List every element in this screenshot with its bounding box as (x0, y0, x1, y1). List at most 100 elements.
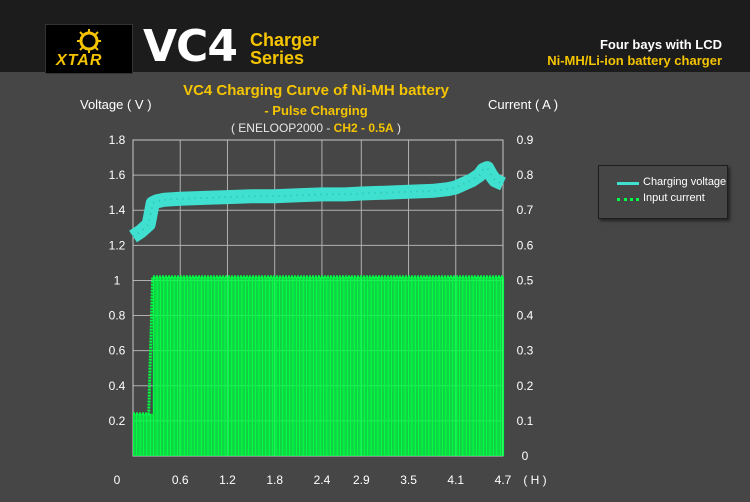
current-pulse (356, 276, 359, 456)
x-tick-label: 0.6 (172, 473, 189, 487)
legend-label-current: Input current (643, 192, 705, 204)
chart-title: VC4 Charging Curve of Ni-MH battery (183, 82, 449, 99)
tagline-1: Four bays with LCD (599, 37, 722, 52)
current-pulse (402, 276, 404, 456)
model-name: VC4 (143, 21, 238, 72)
current-pulse (230, 276, 232, 456)
current-pulse (233, 276, 235, 456)
current-pulse (341, 276, 343, 456)
current-pulse (188, 276, 190, 456)
current-pulse (424, 276, 427, 456)
current-pulse (220, 276, 223, 456)
current-pulse (448, 276, 451, 456)
series-line-2: Series (250, 48, 305, 68)
current-pulse (396, 276, 398, 456)
current-pulse (467, 276, 469, 456)
current-pulse (420, 276, 422, 456)
current-pulse (382, 276, 384, 456)
voltage-line (129, 161, 506, 243)
current-pulse (256, 276, 258, 456)
current-pulse (495, 276, 497, 456)
current-pulse (288, 276, 291, 456)
current-pulse (196, 276, 198, 456)
current-pulse (144, 413, 146, 456)
current-pulse (269, 276, 271, 456)
current-pulse (205, 276, 207, 456)
current-pulse (184, 276, 186, 456)
current-pulse (243, 276, 245, 456)
current-pulse (229, 276, 231, 456)
current-pulse (240, 276, 242, 456)
current-pulse (446, 276, 448, 456)
y-left-tick-label: 0.4 (109, 379, 126, 393)
current-pulse (181, 276, 183, 456)
current-pulse (322, 276, 325, 456)
current-pulse (162, 276, 164, 456)
y-right-tick-label: 0.7 (517, 203, 534, 217)
current-pulse (266, 276, 268, 456)
y-right-tick-label: 0 (522, 449, 529, 463)
current-pulse (219, 276, 221, 456)
current-pulse (471, 276, 473, 456)
current-pulse (485, 276, 488, 456)
current-pulse (157, 276, 159, 456)
current-pulse (423, 276, 425, 456)
current-pulse (480, 276, 482, 456)
current-pulse (498, 276, 500, 456)
current-pulse (281, 276, 283, 456)
current-pulse (413, 276, 415, 456)
voltage-axis-title: Voltage ( V ) (80, 97, 152, 112)
current-pulse (443, 276, 445, 456)
current-pulse (293, 276, 295, 456)
current-pulse (227, 276, 230, 456)
note-suffix: ) (393, 121, 402, 135)
current-pulse (259, 276, 261, 456)
current-pulse (378, 276, 380, 456)
current-pulse (417, 276, 420, 456)
current-pulse (458, 276, 461, 456)
y-right-tick-label: 0.3 (517, 344, 534, 358)
current-pulse (332, 276, 334, 456)
current-pulse (400, 276, 403, 456)
current-pulse (254, 276, 257, 456)
current-pulse (439, 276, 441, 456)
current-pulse (342, 276, 344, 456)
current-pulse (403, 276, 405, 456)
current-pulse (466, 276, 468, 456)
current-pulse (329, 276, 332, 456)
current-pulse (305, 276, 308, 456)
note-highlight: CH2 - 0.5A (333, 121, 394, 135)
current-pulse (474, 276, 476, 456)
current-pulse (137, 413, 139, 456)
x-tick-label: 2.9 (353, 473, 370, 487)
current-pulse (344, 276, 346, 456)
legend: Charging voltage Input current (598, 165, 728, 219)
current-pulse (242, 276, 244, 456)
current-pulse (212, 276, 214, 456)
current-pulse (349, 276, 352, 456)
current-pulse (261, 276, 264, 456)
current-pulse (239, 276, 241, 456)
current-pulse (372, 276, 374, 456)
current-pulse (433, 276, 435, 456)
current-pulse (253, 276, 255, 456)
current-pulse (386, 276, 388, 456)
current-pulse (210, 276, 213, 456)
current-pulse (295, 276, 298, 456)
current-pulse (488, 276, 490, 456)
current-pulse (271, 276, 274, 456)
y-left-tick-label: 1.4 (109, 203, 126, 217)
current-pulse (346, 276, 349, 456)
current-pulse (427, 276, 429, 456)
current-pulse (324, 276, 326, 456)
current-pulse (385, 276, 387, 456)
current-pulse (195, 276, 197, 456)
current-pulse (352, 276, 354, 456)
current-pulse (434, 276, 437, 456)
current-pulse (303, 276, 305, 456)
current-pulse (327, 276, 329, 456)
current-pulse (198, 276, 200, 456)
current-pulse (338, 276, 340, 456)
current-pulse (304, 276, 306, 456)
